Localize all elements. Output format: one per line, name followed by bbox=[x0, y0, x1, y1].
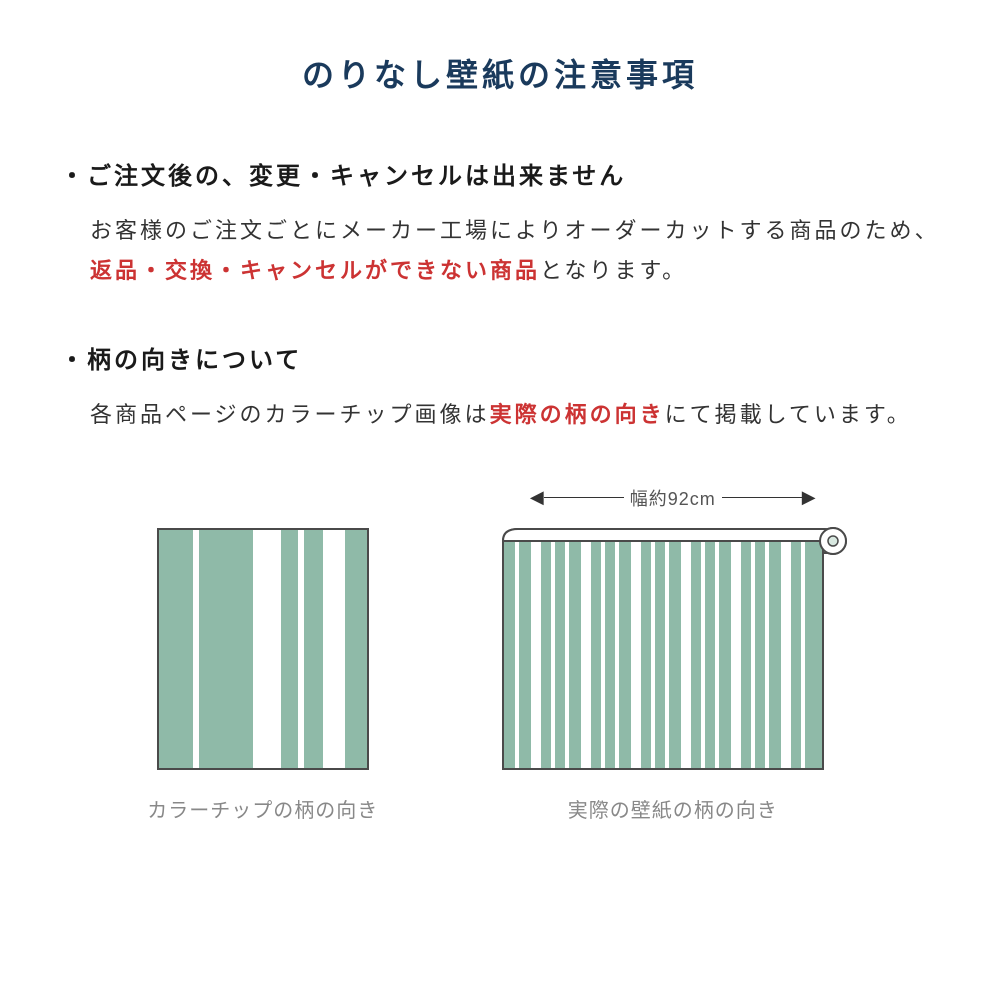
section1-highlight: 返品・交換・キャンセルができない商品 bbox=[90, 258, 540, 283]
section1-body: お客様のご注文ごとにメーカー工場によりオーダーカットする商品のため、返品・交換・… bbox=[90, 211, 940, 290]
section2-body-before: 各商品ページのカラーチップ画像は bbox=[90, 402, 490, 427]
diagrams-container: カラーチップの柄の向き ◀ 幅約92cm ▶ bbox=[60, 485, 940, 823]
section2-heading: ・柄の向きについて bbox=[60, 340, 940, 375]
section-cancellation: ・ご注文後の、変更・キャンセルは出来ません お客様のご注文ごとにメーカー工場によ… bbox=[60, 156, 940, 290]
section1-body-after: となります。 bbox=[540, 258, 687, 283]
arrow-right-icon: ▶ bbox=[802, 487, 816, 508]
section2-body-after: にて掲載しています。 bbox=[665, 402, 912, 427]
width-label: 幅約92cm bbox=[630, 485, 716, 511]
arrow-shaft-right bbox=[722, 497, 802, 498]
section1-heading: ・ご注文後の、変更・キャンセルは出来ません bbox=[60, 156, 940, 191]
diagram-left: カラーチップの柄の向き bbox=[147, 519, 378, 823]
section-pattern-direction: ・柄の向きについて 各商品ページのカラーチップ画像は実際の柄の向きにて掲載してい… bbox=[60, 340, 940, 435]
diagram-left-caption: カラーチップの柄の向き bbox=[147, 794, 378, 823]
width-indicator: ◀ 幅約92cm ▶ bbox=[530, 485, 816, 511]
diagram-right: ◀ 幅約92cm ▶ bbox=[493, 485, 853, 823]
diagram-right-caption: 実際の壁紙の柄の向き bbox=[568, 794, 778, 823]
color-chip-illustration bbox=[148, 519, 378, 779]
section2-highlight: 実際の柄の向き bbox=[490, 402, 665, 427]
arrow-shaft-left bbox=[544, 497, 624, 498]
wallpaper-roll-illustration bbox=[493, 519, 853, 779]
section2-body: 各商品ページのカラーチップ画像は実際の柄の向きにて掲載しています。 bbox=[90, 395, 940, 435]
arrow-left-icon: ◀ bbox=[530, 487, 544, 508]
page-title: のりなし壁紙の注意事項 bbox=[60, 50, 940, 96]
section1-body-before: お客様のご注文ごとにメーカー工場によりオーダーカットする商品のため、 bbox=[90, 218, 940, 243]
